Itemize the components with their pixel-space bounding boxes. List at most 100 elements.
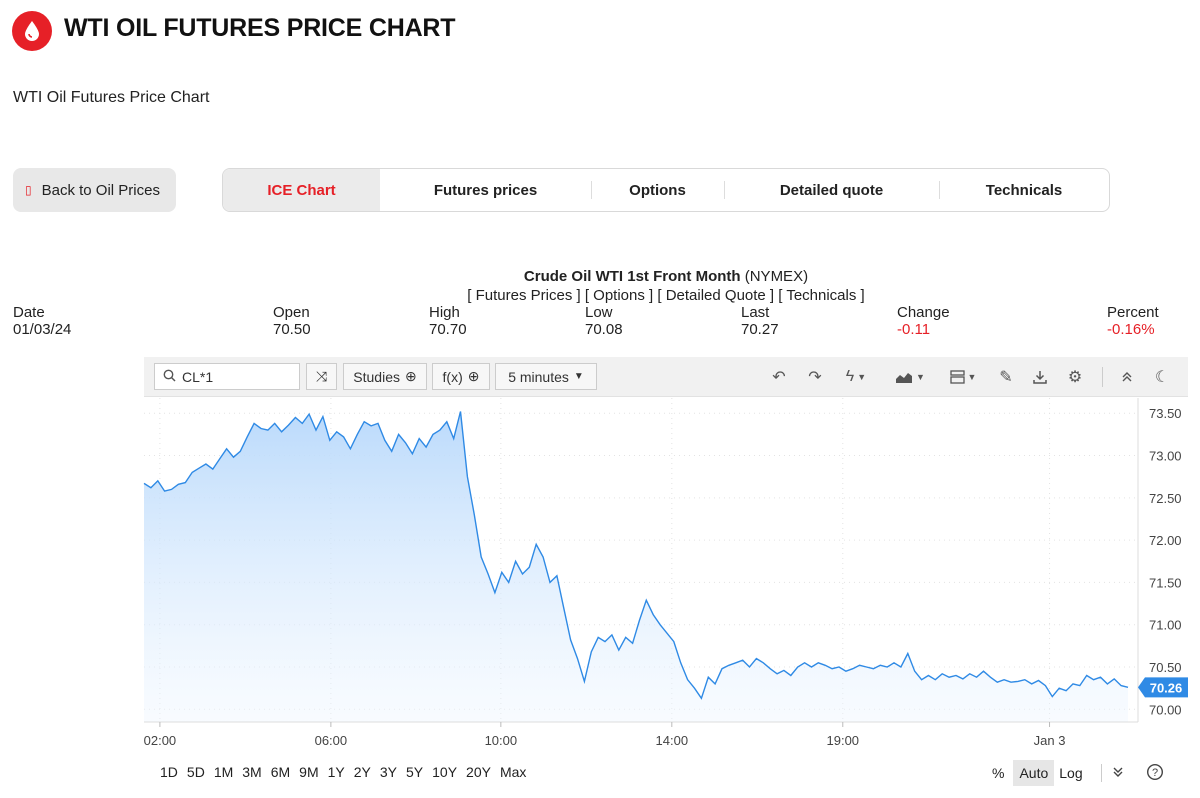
change-value: -0.11: [897, 321, 931, 338]
range-10y-button[interactable]: 10Y: [432, 764, 458, 780]
x-tick-label: 19:00: [827, 733, 860, 748]
open-value: 70.50: [273, 321, 311, 338]
date-label: Date: [13, 304, 45, 321]
display-dropdown[interactable]: ▼: [944, 365, 982, 389]
range-5d-button[interactable]: 5D: [186, 764, 205, 780]
download-icon[interactable]: [1028, 365, 1052, 389]
chart-tabs: ICE Chart Futures prices Options Detaile…: [222, 168, 1110, 212]
range-3y-button[interactable]: 3Y: [379, 764, 397, 780]
x-tick-label: 06:00: [315, 733, 348, 748]
caret-down-icon: ▼: [857, 372, 867, 382]
range-selector: 1D 5D 1M 3M 6M 9M 1Y 2Y 3Y 5Y 10Y 20Y Ma…: [160, 764, 535, 780]
plus-circle-icon: ⊕: [467, 368, 480, 384]
fx-label: f(x): [442, 368, 463, 385]
percent-label: Percent: [1107, 304, 1159, 321]
last-price-label: 70.26: [1150, 680, 1183, 695]
range-6m-button[interactable]: 6M: [270, 764, 291, 780]
compare-shuffle-button[interactable]: ⤨: [306, 363, 337, 390]
range-3m-button[interactable]: 3M: [242, 764, 262, 780]
controls-divider: [1100, 764, 1102, 782]
contract-exchange: (NYMEX): [744, 268, 809, 285]
layout-icon: [949, 370, 965, 384]
chart-toolbar: CL*1 ⤨ Studies ⊕ f(x) ⊕ 5 minutes ▼ ↶ ↷ …: [144, 357, 1188, 397]
scale-controls: % Auto Log ?: [992, 759, 1164, 787]
y-tick-label: 70.50: [1149, 660, 1182, 675]
symbol-search-input[interactable]: CL*1: [154, 363, 300, 390]
dark-mode-moon-icon[interactable]: ☾: [1154, 369, 1170, 386]
y-tick-label: 70.00: [1149, 702, 1182, 717]
range-1m-button[interactable]: 1M: [213, 764, 234, 780]
symbol-value: CL*1: [182, 368, 214, 385]
percent-scale-button[interactable]: %: [992, 765, 1005, 781]
range-1d-button[interactable]: 1D: [160, 764, 178, 780]
change-label: Change: [897, 304, 950, 321]
y-tick-label: 73.50: [1149, 406, 1182, 421]
tab-options[interactable]: Options: [591, 169, 724, 211]
oil-drop-icon: [12, 11, 52, 51]
range-max-button[interactable]: Max: [499, 764, 527, 780]
y-tick-label: 73.00: [1149, 449, 1182, 464]
auto-scale-button[interactable]: Auto: [1013, 760, 1055, 786]
open-label: Open: [273, 304, 310, 321]
caret-down-icon: ▼: [916, 372, 925, 382]
pencil-icon[interactable]: ✎: [999, 369, 1013, 386]
back-glyph-icon: ▯: [25, 183, 32, 197]
caret-down-icon: ▼: [967, 372, 977, 382]
shuffle-icon: ⤨: [315, 368, 328, 384]
redo-icon[interactable]: ↷: [808, 369, 822, 386]
x-tick-label: Jan 3: [1034, 733, 1066, 748]
tab-technicals[interactable]: Technicals: [939, 169, 1109, 211]
gear-icon[interactable]: ⚙: [1067, 369, 1083, 386]
last-value: 70.27: [741, 321, 779, 338]
x-tick-label: 14:00: [656, 733, 689, 748]
date-value: 01/03/24: [13, 321, 72, 338]
low-label: Low: [585, 304, 613, 321]
range-5y-button[interactable]: 5Y: [406, 764, 424, 780]
studies-button[interactable]: Studies ⊕: [343, 363, 427, 390]
interval-select[interactable]: 5 minutes ▼: [495, 363, 597, 390]
caret-down-icon: ▼: [573, 371, 584, 382]
plus-circle-icon: ⊕: [404, 368, 417, 384]
page-subtitle: WTI Oil Futures Price Chart: [13, 89, 210, 106]
price-area-fill: [144, 411, 1128, 722]
percent-value: -0.16%: [1107, 321, 1155, 338]
price-line: [143, 411, 1129, 700]
y-tick-label: 71.00: [1149, 618, 1182, 633]
tab-detailed-quote[interactable]: Detailed quote: [724, 169, 939, 211]
range-20y-button[interactable]: 20Y: [466, 764, 491, 780]
undo-icon[interactable]: ↶: [772, 369, 786, 386]
back-button-label: Back to Oil Prices: [41, 181, 160, 199]
contract-title: Crude Oil WTI 1st Front Month (NYMEX): [0, 268, 1200, 285]
collapse-up-icon[interactable]: [1115, 365, 1139, 389]
page-title: WTI OIL FUTURES PRICE CHART: [64, 14, 456, 42]
back-to-oil-prices-button[interactable]: ▯ Back to Oil Prices: [13, 168, 176, 212]
y-tick-label: 71.50: [1149, 575, 1182, 590]
contract-name: Crude Oil WTI 1st Front Month: [523, 268, 741, 285]
y-tick-label: 72.00: [1149, 533, 1182, 548]
svg-text:?: ?: [1152, 767, 1158, 779]
range-2y-button[interactable]: 2Y: [353, 764, 371, 780]
tab-ice-chart[interactable]: ICE Chart: [223, 169, 380, 211]
high-label: High: [429, 304, 460, 321]
contract-links[interactable]: [ Futures Prices ] [ Options ] [ Detaile…: [467, 287, 865, 304]
interval-label: 5 minutes: [508, 368, 569, 385]
log-scale-button[interactable]: Log: [1059, 765, 1083, 781]
search-icon: [163, 369, 176, 385]
range-9m-button[interactable]: 9M: [299, 764, 319, 780]
toolbar-divider: [1102, 367, 1103, 387]
chart-type-dropdown[interactable]: ▼: [891, 365, 929, 389]
studies-label: Studies: [353, 368, 400, 385]
last-label: Last: [741, 304, 770, 321]
high-value: 70.70: [429, 321, 467, 338]
chevron-double-down-icon[interactable]: [1112, 766, 1124, 781]
events-dropdown[interactable]: ϟ ▼: [838, 365, 874, 389]
x-tick-label: 10:00: [485, 733, 518, 748]
last-price-tag: [1138, 677, 1188, 698]
range-1y-button[interactable]: 1Y: [327, 764, 345, 780]
lightning-icon: ϟ: [845, 368, 855, 385]
tab-futures-prices[interactable]: Futures prices: [433, 181, 538, 199]
fx-button[interactable]: f(x) ⊕: [432, 363, 490, 390]
low-value: 70.08: [585, 321, 623, 338]
help-icon[interactable]: ?: [1146, 763, 1164, 784]
